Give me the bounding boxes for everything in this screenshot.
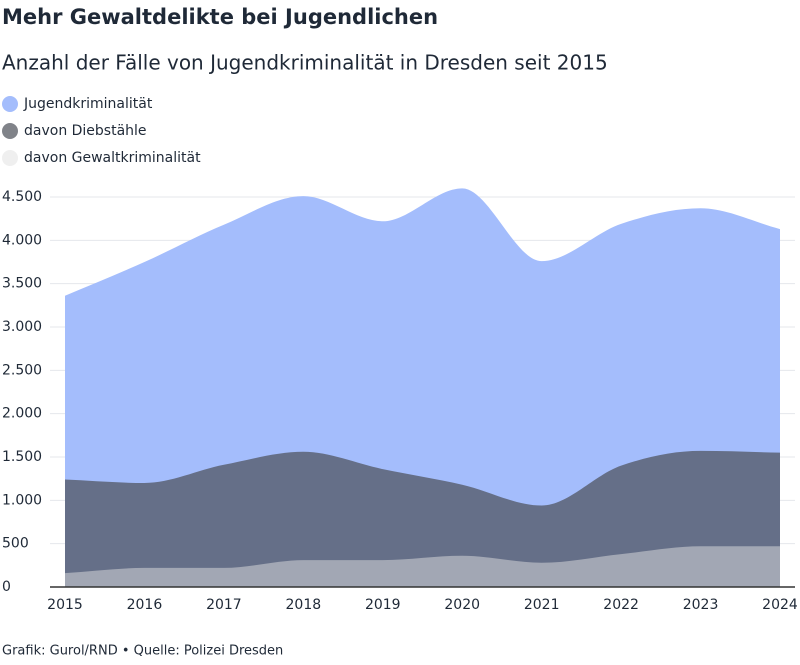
x-tick-label: 2017 [206,597,242,613]
x-tick-label: 2018 [286,597,322,613]
area [65,546,780,587]
chart-subtitle: Anzahl der Fälle von Jugendkriminalität … [2,51,608,75]
chart-title: Mehr Gewaltdelikte bei Jugendlichen [2,5,438,29]
legend-label: Jugendkriminalität [23,96,153,112]
x-tick-label: 2021 [524,597,560,613]
y-tick-label: 0 [2,579,11,595]
legend-label: davon Gewaltkriminalität [24,150,201,166]
legend-label: davon Diebstähle [24,123,147,139]
area [65,450,780,587]
x-tick-label: 2023 [683,597,719,613]
y-tick-label: 500 [2,536,29,552]
y-tick-label: 4.000 [2,232,42,248]
y-tick-label: 2.500 [2,362,42,378]
x-tick-label: 2015 [47,597,83,613]
y-tick-label: 3.500 [2,276,42,292]
y-tick-label: 1.500 [2,449,42,465]
source: Grafik: Gurol/RND • Quelle: Polizei Dres… [2,644,283,659]
x-tick-label: 2016 [127,597,163,613]
x-tick-label: 2020 [444,597,480,613]
x-tick-label: 2024 [762,597,798,613]
legend-swatch [2,150,18,166]
x-tick-label: 2022 [603,597,639,613]
y-tick-label: 1.000 [2,492,42,508]
x-tick-label: 2019 [365,597,401,613]
y-tick-label: 3.000 [2,319,42,335]
legend-swatch [2,123,18,139]
legend-swatch [2,96,18,112]
y-tick-label: 2.000 [2,406,42,422]
y-tick-label: 4.500 [2,189,42,205]
